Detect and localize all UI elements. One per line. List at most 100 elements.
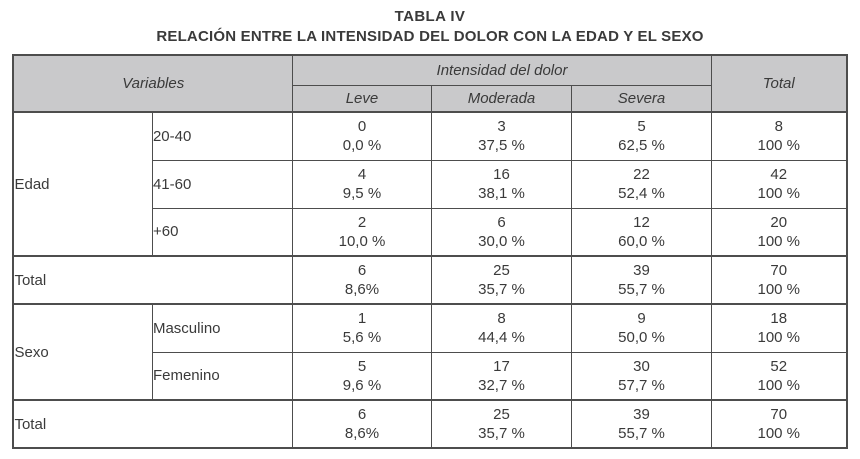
count-value: 16 bbox=[493, 166, 510, 183]
group-label-sexo: Sexo bbox=[12, 303, 153, 401]
total-row-label: Total bbox=[12, 399, 293, 449]
percent-value: 35,7 % bbox=[478, 425, 525, 442]
percent-value: 30,0 % bbox=[478, 232, 525, 250]
cell-leve: 6 8,6% bbox=[291, 255, 432, 305]
table-row-edad-41-60: 41-60 4 9,5 % 16 38,1 % 22 52,4 % 42 100… bbox=[13, 159, 848, 209]
count-value: 42 bbox=[770, 166, 788, 183]
header-leve: Leve bbox=[291, 84, 432, 113]
percent-value: 55,7 % bbox=[618, 425, 665, 442]
percent-value: 100 % bbox=[757, 137, 801, 155]
count-value: 1 bbox=[357, 310, 367, 328]
cell-total: 18 100 % bbox=[711, 303, 848, 353]
cell-total: 70 100 % bbox=[711, 255, 848, 305]
cell-severa: 9 50,0 % bbox=[570, 303, 713, 353]
cell-leve: 0 0,0 % bbox=[291, 111, 432, 161]
cell-severa: 39 55,7 % bbox=[570, 399, 713, 449]
percent-value: 44,4 % bbox=[478, 329, 525, 347]
cell-moderada: 17 32,7 % bbox=[430, 351, 572, 401]
percent-value: 62,5 % bbox=[618, 137, 665, 155]
percent-value: 52,4 % bbox=[618, 185, 665, 202]
count-value: 17 bbox=[493, 357, 510, 375]
header-row-2: Leve Moderada Severa bbox=[13, 84, 846, 113]
header-row-1: Variables Intensidad del dolor Total bbox=[12, 54, 848, 113]
percent-value: 100 % bbox=[757, 281, 801, 298]
count-value: 25 bbox=[493, 262, 510, 279]
percent-value: 57,7 % bbox=[618, 376, 665, 394]
header-variables: Variables bbox=[12, 54, 293, 113]
cell-moderada: 25 35,7 % bbox=[430, 255, 572, 305]
total-row-label: Total bbox=[12, 255, 293, 305]
count-value: 6 bbox=[497, 213, 506, 231]
header-severa: Severa bbox=[570, 84, 713, 113]
group-label-edad: Edad bbox=[12, 111, 153, 257]
count-value: 12 bbox=[633, 213, 650, 231]
count-value: 22 bbox=[633, 166, 650, 183]
count-value: 70 bbox=[770, 406, 788, 423]
table-subtitle: RELACIÓN ENTRE LA INTENSIDAD DEL DOLOR C… bbox=[156, 28, 704, 45]
percent-value: 35,7 % bbox=[478, 281, 525, 298]
cell-total: 52 100 % bbox=[711, 351, 848, 401]
cell-severa: 39 55,7 % bbox=[570, 255, 713, 305]
cell-moderada: 8 44,4 % bbox=[430, 303, 572, 353]
row-label: +60 bbox=[151, 207, 293, 257]
cell-total: 42 100 % bbox=[711, 159, 848, 209]
count-value: 6 bbox=[357, 406, 367, 423]
cell-severa: 22 52,4 % bbox=[570, 159, 713, 209]
count-value: 39 bbox=[633, 406, 650, 423]
data-table: Variables Intensidad del dolor Total Lev… bbox=[12, 54, 848, 449]
cell-moderada: 6 30,0 % bbox=[430, 207, 572, 257]
count-value: 6 bbox=[357, 262, 367, 279]
percent-value: 8,6% bbox=[344, 281, 380, 298]
row-label: 20-40 bbox=[151, 111, 293, 161]
count-value: 20 bbox=[770, 213, 788, 231]
percent-value: 100 % bbox=[757, 376, 801, 394]
count-value: 2 bbox=[357, 213, 367, 231]
cell-total: 20 100 % bbox=[711, 207, 848, 257]
cell-total: 8 100 % bbox=[711, 111, 848, 161]
count-value: 70 bbox=[770, 262, 788, 279]
count-value: 3 bbox=[497, 118, 506, 136]
percent-value: 5,6 % bbox=[342, 329, 382, 347]
cell-moderada: 16 38,1 % bbox=[430, 159, 572, 209]
cell-moderada: 25 35,7 % bbox=[430, 399, 572, 449]
percent-value: 38,1 % bbox=[478, 185, 525, 202]
table-row-total-sexo: Total 6 8,6% 25 35,7 % 39 55,7 % 70 100 … bbox=[12, 399, 848, 449]
count-value: 18 bbox=[770, 310, 788, 328]
table-row-sexo-masculino: Sexo Masculino 1 5,6 % 8 44,4 % 9 50,0 %… bbox=[12, 303, 848, 401]
cell-leve: 5 9,6 % bbox=[291, 351, 432, 401]
percent-value: 37,5 % bbox=[478, 137, 525, 155]
count-value: 8 bbox=[497, 310, 506, 328]
percent-value: 32,7 % bbox=[478, 376, 525, 394]
percent-value: 55,7 % bbox=[618, 281, 665, 298]
table-row-edad-20-40: Edad 20-40 0 0,0 % 3 37,5 % 5 62,5 % 8 1… bbox=[12, 111, 848, 257]
cell-severa: 30 57,7 % bbox=[570, 351, 713, 401]
count-value: 5 bbox=[637, 118, 646, 136]
percent-value: 100 % bbox=[757, 232, 801, 250]
count-value: 8 bbox=[774, 118, 783, 136]
count-value: 25 bbox=[493, 406, 510, 423]
table-row-total-edad: Total 6 8,6% 25 35,7 % 39 55,7 % 70 100 … bbox=[12, 255, 848, 305]
cell-total: 70 100 % bbox=[711, 399, 848, 449]
cell-leve: 6 8,6% bbox=[291, 399, 432, 449]
count-value: 39 bbox=[633, 262, 650, 279]
header-total: Total bbox=[711, 54, 848, 113]
title-block: TABLA IV RELACIÓN ENTRE LA INTENSIDAD DE… bbox=[0, 8, 860, 45]
percent-value: 10,0 % bbox=[338, 232, 386, 250]
percent-value: 100 % bbox=[757, 185, 801, 202]
percent-value: 8,6% bbox=[344, 425, 380, 442]
cell-moderada: 3 37,5 % bbox=[430, 111, 572, 161]
cell-leve: 1 5,6 % bbox=[291, 303, 432, 353]
row-label: 41-60 bbox=[151, 159, 293, 209]
count-value: 5 bbox=[357, 357, 367, 375]
count-value: 9 bbox=[637, 310, 646, 328]
percent-value: 0,0 % bbox=[342, 137, 382, 155]
percent-value: 9,6 % bbox=[342, 376, 382, 394]
count-value: 52 bbox=[770, 357, 788, 375]
count-value: 0 bbox=[357, 118, 367, 136]
cell-severa: 5 62,5 % bbox=[570, 111, 713, 161]
percent-value: 100 % bbox=[757, 329, 801, 347]
table-title: TABLA IV bbox=[394, 8, 466, 25]
percent-value: 50,0 % bbox=[618, 329, 665, 347]
count-value: 30 bbox=[633, 357, 650, 375]
